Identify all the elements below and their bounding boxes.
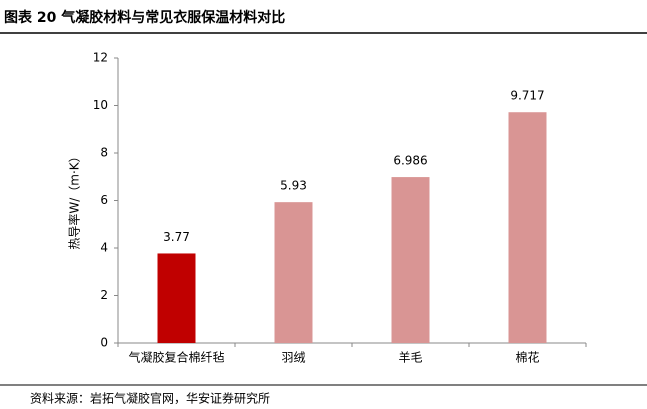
y-tick-label: 6 — [100, 193, 108, 207]
bar — [274, 202, 313, 343]
chart-title: 图表 20 气凝胶材料与常见衣服保温材料对比 — [4, 9, 285, 26]
value-label: 9.717 — [510, 89, 544, 103]
y-tick-label: 12 — [93, 51, 108, 65]
bar — [508, 112, 547, 343]
bar — [391, 177, 430, 343]
y-tick-label: 2 — [100, 288, 108, 302]
y-tick-label: 0 — [100, 336, 108, 350]
bar — [157, 253, 196, 343]
x-tick-label: 羽绒 — [281, 351, 305, 365]
x-tick-label: 棉花 — [515, 350, 539, 365]
source-note: 资料来源：岩拓气凝胶官网，华安证券研究所 — [30, 391, 270, 406]
value-label: 3.77 — [163, 230, 190, 244]
y-tick-label: 8 — [100, 146, 108, 160]
y-tick-label: 10 — [93, 98, 108, 112]
y-axis-label: 热导率W/（m·K） — [67, 150, 82, 249]
value-label: 5.93 — [280, 179, 307, 193]
y-tick-label: 4 — [100, 241, 108, 255]
x-tick-label: 羊毛 — [398, 350, 422, 365]
value-label: 6.986 — [393, 154, 427, 168]
x-tick-label: 气凝胶复合棉纤毡 — [128, 350, 224, 365]
